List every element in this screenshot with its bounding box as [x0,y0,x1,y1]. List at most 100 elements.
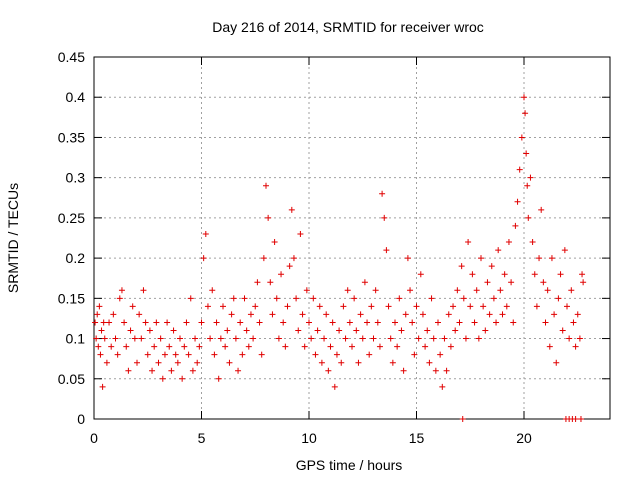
data-point [495,247,502,254]
data-point [153,319,160,326]
data-point [524,182,531,189]
data-point [357,311,364,318]
data-point [536,255,543,262]
y-tick-label: 0.4 [66,89,86,105]
data-point [136,311,143,318]
data-point [179,375,186,382]
data-point [527,174,534,181]
data-point [417,271,424,278]
data-point [146,327,153,334]
y-tick-label: 0.45 [58,49,85,65]
data-point [213,319,220,326]
data-point [108,343,115,350]
data-point [437,351,444,358]
data-point [353,327,360,334]
data-point [435,319,441,326]
data-point [310,295,317,302]
data-point [247,311,254,318]
data-point [142,319,149,326]
data-point [381,214,388,221]
data-point [512,222,519,229]
data-point [508,279,515,286]
data-point [505,239,512,246]
data-point [224,327,231,334]
data-point [196,343,203,350]
data-point [265,214,272,221]
data-point [394,343,401,350]
data-point [301,343,308,350]
data-point [187,295,194,302]
data-point [288,206,295,213]
data-point [166,343,173,350]
data-point [355,359,362,366]
data-point [561,247,568,254]
data-point [424,327,431,334]
data-point [323,311,330,318]
data-point [553,359,560,366]
data-point [415,335,422,342]
data-point [459,416,466,422]
data-point [480,303,487,310]
x-tick-label: 20 [516,430,532,446]
data-point [557,271,564,278]
data-point [559,327,566,334]
data-point [204,303,211,310]
data-point [450,303,457,310]
data-point [579,271,586,278]
data-point [284,303,291,310]
data-point [297,230,304,237]
data-point [566,335,573,342]
data-point [398,327,405,334]
data-point [316,303,323,310]
data-point [518,134,525,141]
data-point [252,303,259,310]
data-point [447,343,454,350]
axis-ticks: 0 0.05 0.1 0.15 0.2 0.25 0.3 0.35 0.4 0.45 0 5 10 15 2… [58,49,610,446]
data-point [542,319,549,326]
data-point [164,319,171,326]
data-point [523,150,530,157]
data-point [110,311,117,318]
data-point [282,343,289,350]
data-point [389,359,396,366]
data-point [258,351,265,358]
data-point [254,279,261,286]
data-point [478,255,484,262]
data-point [299,311,306,318]
data-point [462,335,469,342]
data-point [286,263,293,270]
data-point [572,416,579,422]
data-point [387,335,394,342]
data-point [564,303,570,310]
data-point [183,319,190,326]
data-point [325,367,332,374]
data-point [467,303,474,310]
data-point [98,327,105,334]
data-point [200,255,207,262]
data-point [155,359,162,366]
data-point [106,319,113,326]
data-point [551,311,558,318]
data-point [308,335,315,342]
data-point [533,303,540,310]
data-point [529,239,536,246]
data-point [177,335,183,342]
data-point [338,359,345,366]
data-point [568,287,575,294]
data-point [118,287,125,294]
data-point [458,263,465,270]
data-point [488,263,495,270]
data-point [170,327,177,334]
data-point [226,359,233,366]
data-point [370,335,377,342]
data-point [471,319,478,326]
data-point [426,359,433,366]
data-points [92,94,587,422]
data-point [482,327,489,334]
data-point [574,311,581,318]
data-point [192,335,199,342]
data-point [570,319,577,326]
data-point [411,351,418,358]
data-point [312,351,319,358]
grid-lines [94,57,610,419]
